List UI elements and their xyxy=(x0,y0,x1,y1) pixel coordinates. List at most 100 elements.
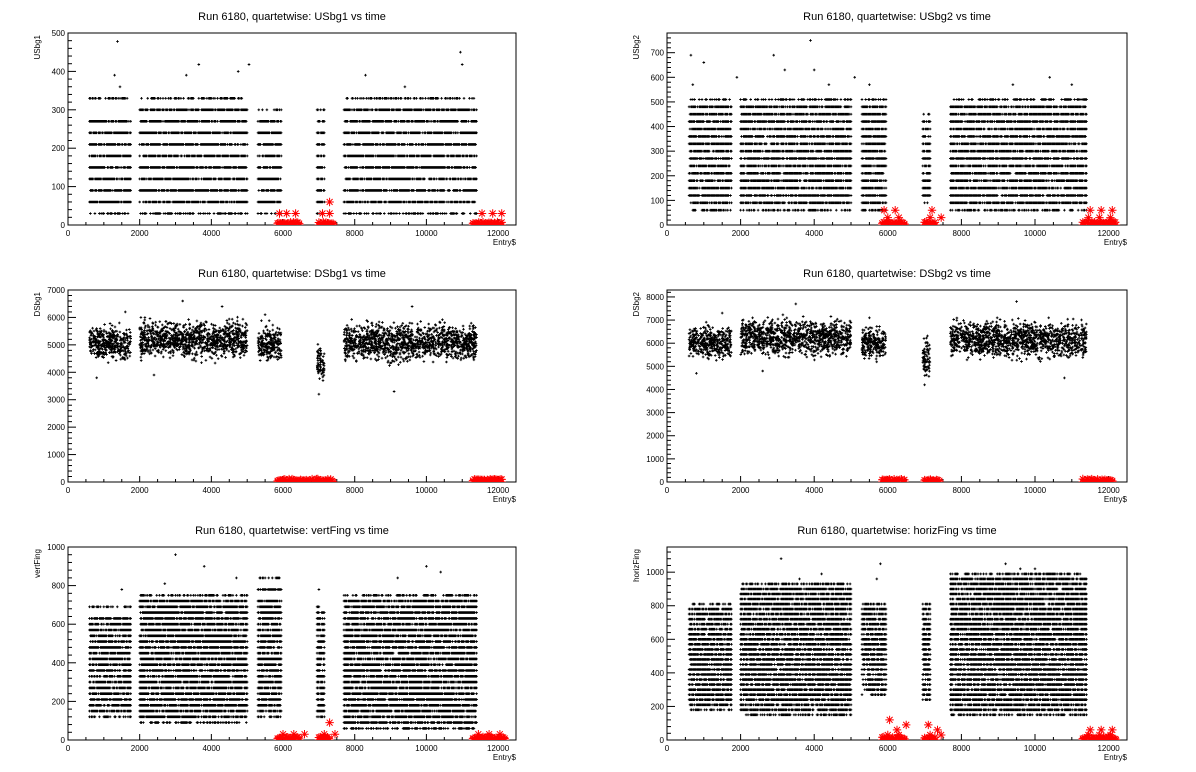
x-axis-label: Entry$ xyxy=(493,238,517,247)
y-tick-label: 600 xyxy=(651,635,665,644)
x-tick-label: 0 xyxy=(66,744,71,753)
data-points xyxy=(687,39,1121,225)
star-marker xyxy=(935,476,944,482)
x-tick-label: 0 xyxy=(665,486,670,495)
x-tick-label: 10000 xyxy=(1024,229,1047,238)
y-axis-label: USbg2 xyxy=(632,34,641,59)
star-marker xyxy=(885,715,894,725)
x-tick-label: 6000 xyxy=(879,486,897,495)
x-tick-label: 10000 xyxy=(415,744,438,753)
series-1 xyxy=(687,557,1088,717)
y-tick-label: 800 xyxy=(651,602,665,611)
star-marker xyxy=(924,720,933,730)
star-marker xyxy=(1084,213,1093,222)
star-marker xyxy=(325,718,334,727)
y-tick-label: 200 xyxy=(651,702,665,711)
y-tick-label: 400 xyxy=(52,659,66,668)
x-tick-label: 0 xyxy=(66,229,71,238)
star-marker xyxy=(886,476,896,482)
y-axis-label: horizFing xyxy=(632,549,641,582)
star-marker xyxy=(295,219,304,225)
star-marker xyxy=(933,476,942,482)
y-tick-label: 2000 xyxy=(47,423,65,432)
star-marker xyxy=(1106,213,1115,222)
x-tick-label: 8000 xyxy=(953,229,971,238)
x-tick-label: 6000 xyxy=(274,486,292,495)
star-marker xyxy=(927,206,937,215)
star-marker xyxy=(295,733,304,740)
star-marker xyxy=(894,732,903,740)
star-marker xyxy=(1097,725,1106,735)
x-tick-label: 8000 xyxy=(346,744,364,753)
y-tick-label: 0 xyxy=(660,736,665,745)
star-marker xyxy=(1086,725,1095,735)
star-marker xyxy=(925,213,935,222)
star-marker xyxy=(879,206,889,215)
y-tick-label: 7000 xyxy=(646,316,664,325)
star-marker xyxy=(898,476,908,482)
x-tick-label: 2000 xyxy=(732,744,750,753)
series-1 xyxy=(88,299,478,396)
x-tick-label: 4000 xyxy=(805,486,823,495)
x-axis-label: Entry$ xyxy=(493,753,517,762)
series-1 xyxy=(88,553,478,730)
star-marker xyxy=(497,218,506,225)
plot-title: Run 6180, quartetwise: USbg1 vs time xyxy=(198,11,386,23)
y-axis-label: vertFing xyxy=(33,549,42,578)
x-tick-label: 12000 xyxy=(1097,744,1120,753)
star-marker xyxy=(1108,476,1117,482)
x-axis-label: Entry$ xyxy=(1104,753,1128,762)
star-marker xyxy=(497,209,506,218)
data-points xyxy=(687,300,1117,482)
star-marker xyxy=(495,730,505,739)
star-marker xyxy=(921,734,931,740)
plot-panel-1: Run 6180, quartetwise: USbg1 vs time USbg… xyxy=(33,11,517,247)
x-axis-label: Entry$ xyxy=(1104,238,1128,247)
x-tick-label: 6000 xyxy=(274,229,292,238)
star-marker xyxy=(1083,475,1092,482)
star-marker xyxy=(930,732,940,740)
y-tick-label: 0 xyxy=(61,736,66,745)
data-points xyxy=(88,299,506,482)
star-marker xyxy=(329,219,338,225)
star-marker xyxy=(926,734,935,740)
star-marker xyxy=(282,209,291,218)
y-tick-label: 4000 xyxy=(646,385,664,394)
star-marker xyxy=(1095,213,1104,222)
x-tick-label: 6000 xyxy=(879,744,897,753)
data-points xyxy=(88,553,510,740)
star-marker xyxy=(900,734,909,740)
star-marker xyxy=(900,475,909,482)
star-marker xyxy=(330,730,340,739)
x-tick-label: 2000 xyxy=(131,744,149,753)
star-marker xyxy=(1111,734,1120,740)
y-tick-label: 600 xyxy=(52,620,66,629)
plot-frame xyxy=(67,32,517,226)
star-marker xyxy=(883,213,892,222)
x-tick-label: 10000 xyxy=(415,229,438,238)
x-tick-label: 10000 xyxy=(1024,486,1047,495)
y-tick-label: 100 xyxy=(651,196,665,205)
star-marker xyxy=(500,734,509,740)
y-tick-label: 0 xyxy=(61,478,66,487)
y-tick-label: 0 xyxy=(660,478,665,487)
star-marker xyxy=(324,734,334,740)
x-tick-label: 2000 xyxy=(732,229,750,238)
data-points xyxy=(88,40,506,225)
y-tick-label: 300 xyxy=(651,147,665,156)
star-marker xyxy=(474,218,483,225)
star-marker xyxy=(1111,218,1120,225)
y-tick-label: 300 xyxy=(52,106,66,115)
x-tick-label: 12000 xyxy=(1097,486,1120,495)
plot-title: Run 6180, quartetwise: vertFing vs time xyxy=(195,525,389,537)
star-marker xyxy=(1096,734,1105,740)
plot-frame xyxy=(666,289,1128,483)
y-tick-label: 5000 xyxy=(646,362,664,371)
star-marker xyxy=(1097,206,1106,215)
y-tick-label: 400 xyxy=(52,67,66,76)
x-tick-label: 4000 xyxy=(202,744,220,753)
star-marker xyxy=(291,209,300,218)
dot-markers xyxy=(687,557,1088,717)
plot-title: Run 6180, quartetwise: horizFing vs time xyxy=(797,525,996,537)
y-tick-label: 700 xyxy=(651,49,665,58)
